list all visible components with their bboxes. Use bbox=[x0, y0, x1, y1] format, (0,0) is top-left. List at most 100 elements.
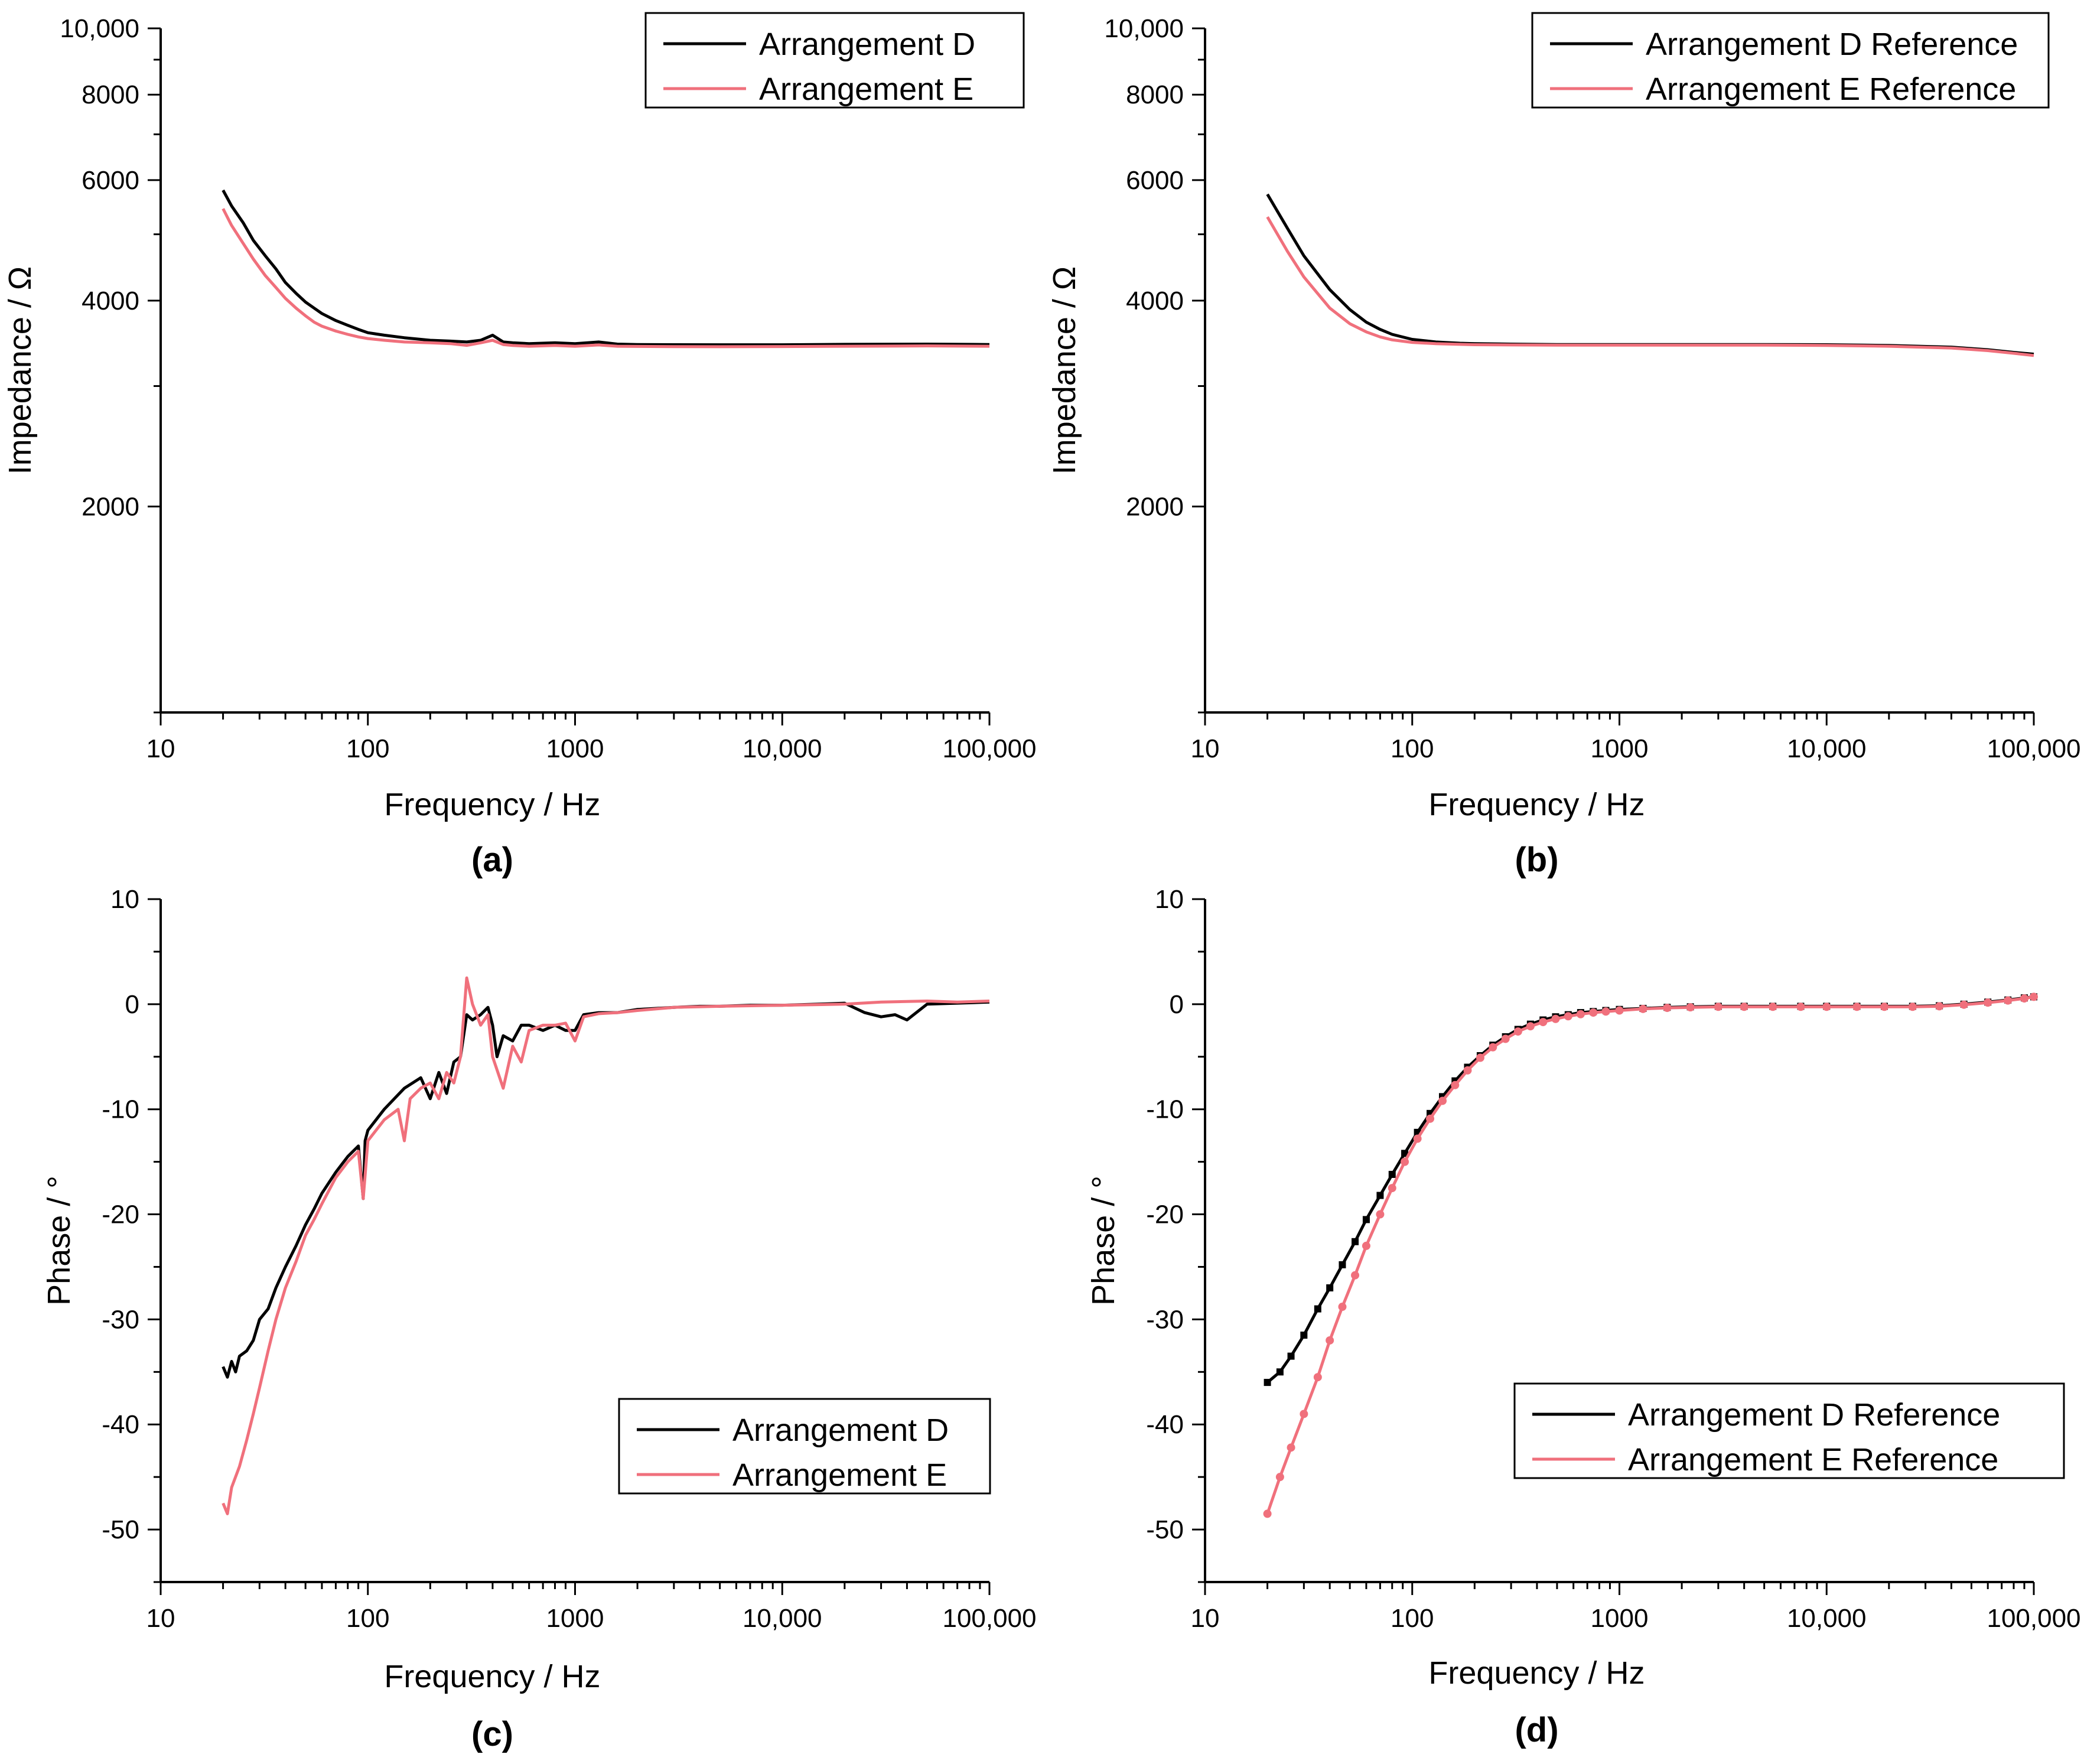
series-line-d-1 bbox=[1266, 995, 2034, 1515]
panel-label: (d) bbox=[1515, 1711, 1558, 1749]
data-point bbox=[1564, 1012, 1572, 1021]
series-line-a-0 bbox=[222, 189, 990, 347]
series-line-b-0 bbox=[1266, 193, 2034, 356]
data-point bbox=[1338, 1303, 1347, 1311]
legend-label: Arrangement D Reference bbox=[1628, 1397, 2000, 1433]
x-tick-label: 1000 bbox=[546, 734, 604, 763]
data-point bbox=[1276, 1368, 1284, 1376]
data-point bbox=[1413, 1134, 1422, 1143]
data-point bbox=[1376, 1210, 1385, 1219]
data-point bbox=[1501, 1034, 1510, 1043]
data-point bbox=[1935, 1002, 1944, 1011]
data-point bbox=[1959, 1000, 1968, 1009]
x-tick-label: 1000 bbox=[1591, 1604, 1649, 1633]
data-point bbox=[1351, 1271, 1360, 1280]
data-point bbox=[1401, 1157, 1409, 1166]
legend-label: Arrangement E bbox=[759, 71, 973, 107]
y-axis-title: Phase / ° bbox=[41, 1176, 77, 1306]
data-point bbox=[1326, 1284, 1334, 1292]
data-point bbox=[1264, 1379, 1271, 1387]
y-tick-label: 8000 bbox=[82, 80, 139, 109]
x-tick-label: 10 bbox=[146, 734, 175, 763]
panel-label: (c) bbox=[471, 1715, 513, 1753]
data-point bbox=[1287, 1352, 1295, 1360]
x-tick-label: 100 bbox=[1391, 1604, 1434, 1633]
series-line-c-1 bbox=[222, 976, 990, 1515]
x-tick-label: 100 bbox=[346, 1604, 389, 1633]
y-tick-label: -50 bbox=[1146, 1515, 1184, 1544]
data-point bbox=[1463, 1066, 1472, 1075]
y-tick-label: 4000 bbox=[1126, 287, 1184, 315]
x-tick-label: 10,000 bbox=[1787, 1604, 1867, 1633]
x-tick-label: 10 bbox=[1191, 734, 1220, 763]
y-tick-label: -40 bbox=[102, 1410, 139, 1439]
y-tick-label: -40 bbox=[1146, 1410, 1184, 1439]
x-tick-label: 10,000 bbox=[743, 1604, 822, 1633]
x-tick-label: 100,000 bbox=[1987, 734, 2080, 763]
y-tick-label: 2000 bbox=[82, 492, 139, 521]
series-line-c-0 bbox=[222, 1000, 990, 1379]
x-tick-label: 100,000 bbox=[1987, 1604, 2080, 1633]
data-point bbox=[1769, 1003, 1777, 1011]
x-axis-title: Frequency / Hz bbox=[1428, 1655, 1645, 1691]
data-point bbox=[1714, 1003, 1722, 1011]
y-tick-label: -10 bbox=[102, 1095, 139, 1124]
data-point bbox=[1362, 1241, 1370, 1250]
data-point bbox=[1686, 1003, 1695, 1012]
data-point bbox=[1388, 1184, 1396, 1193]
data-point bbox=[1615, 1006, 1624, 1015]
y-tick-label: 0 bbox=[125, 990, 139, 1019]
y-tick-label: 2000 bbox=[1126, 492, 1184, 521]
x-tick-label: 1000 bbox=[546, 1604, 604, 1633]
x-tick-label: 10 bbox=[146, 1604, 175, 1633]
y-axis-title: Impedance / Ω bbox=[2, 266, 38, 475]
data-point bbox=[1880, 1003, 1889, 1011]
panel-label: (b) bbox=[1515, 841, 1558, 879]
data-point bbox=[1476, 1053, 1484, 1062]
x-tick-label: 100,000 bbox=[942, 734, 1036, 763]
y-tick-label: -10 bbox=[1146, 1095, 1184, 1124]
data-point bbox=[1376, 1192, 1384, 1199]
x-tick-label: 100,000 bbox=[942, 1604, 1036, 1633]
y-tick-label: -20 bbox=[102, 1200, 139, 1229]
data-point bbox=[1822, 1003, 1831, 1011]
data-point bbox=[1362, 1216, 1370, 1223]
data-point bbox=[1852, 1003, 1861, 1011]
y-tick-label: -30 bbox=[102, 1305, 139, 1334]
y-tick-label: -50 bbox=[102, 1515, 139, 1544]
y-axis-title: Impedance / Ω bbox=[1047, 266, 1082, 475]
data-point bbox=[1589, 1008, 1598, 1017]
y-tick-label: 10 bbox=[1155, 885, 1184, 914]
data-point bbox=[1796, 1003, 1805, 1011]
data-point bbox=[1526, 1022, 1535, 1031]
data-point bbox=[1489, 1043, 1497, 1052]
data-point bbox=[1314, 1305, 1321, 1313]
data-point bbox=[1576, 1010, 1585, 1018]
legend-label: Arrangement E Reference bbox=[1646, 71, 2016, 107]
y-tick-label: 8000 bbox=[1126, 80, 1184, 109]
y-axis-title: Phase / ° bbox=[1086, 1176, 1121, 1306]
legend-label: Arrangement D bbox=[732, 1412, 949, 1448]
x-axis-title: Frequency / Hz bbox=[384, 787, 600, 822]
series-line-b-1 bbox=[1266, 216, 2034, 357]
x-tick-label: 100 bbox=[346, 734, 389, 763]
data-point bbox=[1551, 1014, 1560, 1023]
data-point bbox=[1300, 1332, 1308, 1339]
series-line-a-1 bbox=[222, 208, 990, 349]
y-tick-label: 10,000 bbox=[60, 14, 139, 43]
data-point bbox=[1663, 1004, 1672, 1013]
data-point bbox=[2030, 992, 2038, 1001]
data-point bbox=[1401, 1150, 1409, 1157]
legend-label: Arrangement E Reference bbox=[1628, 1442, 1998, 1477]
data-point bbox=[1539, 1018, 1548, 1027]
x-axis-title: Frequency / Hz bbox=[384, 1659, 600, 1694]
data-point bbox=[1451, 1080, 1460, 1089]
data-point bbox=[1339, 1261, 1346, 1268]
data-point bbox=[1639, 1004, 1647, 1013]
data-point bbox=[1352, 1238, 1359, 1245]
data-point bbox=[2020, 994, 2028, 1003]
data-point bbox=[1313, 1373, 1322, 1382]
legend-label: Arrangement D Reference bbox=[1646, 27, 2018, 62]
data-point bbox=[1426, 1114, 1435, 1123]
